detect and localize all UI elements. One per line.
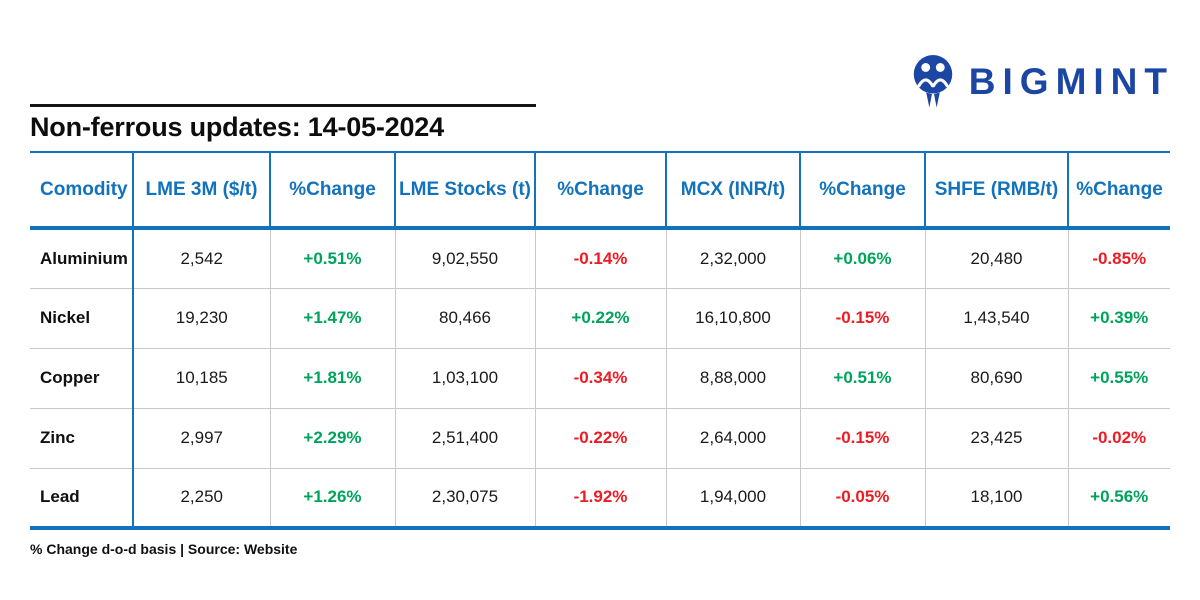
bigmint-logo-text: BIGMINT bbox=[968, 60, 1174, 102]
bigmint-logo: BIGMINT bbox=[907, 52, 1174, 110]
pct-change-cell: +0.22% bbox=[534, 287, 666, 348]
value-cell: 2,51,400 bbox=[394, 407, 535, 468]
value-cell: 80,466 bbox=[394, 287, 535, 348]
pct-change-cell: -1.92% bbox=[534, 467, 666, 530]
pct-change-cell: -0.22% bbox=[534, 407, 666, 468]
column-header-comodity: Comodity bbox=[30, 151, 133, 230]
value-cell: 16,10,800 bbox=[665, 287, 800, 348]
pct-change-cell: -0.02% bbox=[1067, 407, 1170, 468]
table-header: Comodity LME 3M ($/t) %Change LME Stocks (t… bbox=[30, 151, 1170, 230]
table-row: Nickel 19,230 +1.47% 80,466 +0.22% 16,10,800-… bbox=[30, 287, 1170, 348]
table-row: Zinc 2,997 +2.29% 2,51,400 -0.22% 2,64,000 -0.… bbox=[30, 407, 1170, 468]
column-header-shfe-rmb-t: SHFE (RMB/t) bbox=[924, 151, 1068, 230]
table-row: Copper 10,185 +1.81% 1,03,100 -0.34% 8,88,000… bbox=[30, 347, 1170, 408]
column-header-mcx-inr-t: MCX (INR/t) bbox=[665, 151, 800, 230]
pct-change-cell: +0.51% bbox=[269, 227, 395, 288]
value-cell: 1,43,540 bbox=[924, 287, 1068, 348]
pct-change-cell: -0.15% bbox=[799, 287, 925, 348]
column-header-change: %Change bbox=[1067, 151, 1170, 230]
column-header-lme-stocks-t: LME Stocks (t) bbox=[394, 151, 535, 230]
title-rule bbox=[30, 104, 536, 107]
value-cell: 20,480 bbox=[924, 227, 1068, 288]
value-cell: 9,02,550 bbox=[394, 227, 535, 288]
source-note: % Change d-o-d basis | Source: Website bbox=[30, 541, 298, 557]
pct-change-cell: +1.26% bbox=[269, 467, 395, 530]
value-cell: 10,185 bbox=[132, 347, 270, 408]
pct-change-cell: +0.55% bbox=[1067, 347, 1170, 408]
value-cell: 1,03,100 bbox=[394, 347, 535, 408]
value-cell: 1,94,000 bbox=[665, 467, 800, 530]
value-cell: 19,230 bbox=[132, 287, 270, 348]
page-title: Non-ferrous updates: 14-05-2024 bbox=[30, 112, 444, 142]
pct-change-cell: -0.34% bbox=[534, 347, 666, 408]
value-cell: 2,64,000 bbox=[665, 407, 800, 468]
pct-change-cell: +1.81% bbox=[269, 347, 395, 408]
pct-change-cell: -0.05% bbox=[799, 467, 925, 530]
metal-prices-table: Comodity LME 3M ($/t) %Change LME Stocks (t… bbox=[30, 151, 1170, 530]
value-cell: 2,250 bbox=[132, 467, 270, 530]
commodity-cell: Nickel bbox=[30, 287, 133, 348]
pct-change-cell: -0.14% bbox=[534, 227, 666, 288]
pct-change-cell: +1.47% bbox=[269, 287, 395, 348]
commodity-cell: Copper bbox=[30, 347, 133, 408]
column-header-change: %Change bbox=[799, 151, 925, 230]
table-row: Aluminium 2,542 +0.51% 9,02,550 -0.14% 2,32,0… bbox=[30, 227, 1170, 288]
value-cell: 8,88,000 bbox=[665, 347, 800, 408]
commodity-cell: Lead bbox=[30, 467, 133, 530]
value-cell: 2,542 bbox=[132, 227, 270, 288]
value-cell: 23,425 bbox=[924, 407, 1068, 468]
column-header-lme-3m-t: LME 3M ($/t) bbox=[132, 151, 270, 230]
value-cell: 2,32,000 bbox=[665, 227, 800, 288]
pct-change-cell: +0.39% bbox=[1067, 287, 1170, 348]
value-cell: 18,100 bbox=[924, 467, 1068, 530]
column-header-change: %Change bbox=[534, 151, 666, 230]
table-body: Aluminium 2,542 +0.51% 9,02,550 -0.14% 2,32,0… bbox=[30, 227, 1170, 530]
commodity-cell: Zinc bbox=[30, 407, 133, 468]
value-cell: 2,30,075 bbox=[394, 467, 535, 530]
value-cell: 2,997 bbox=[132, 407, 270, 468]
pct-change-cell: -0.15% bbox=[799, 407, 925, 468]
table-row: Lead 2,250 +1.26% 2,30,075 -1.92% 1,94,000 -0.… bbox=[30, 467, 1170, 530]
pct-change-cell: +0.56% bbox=[1067, 467, 1170, 530]
column-header-change: %Change bbox=[269, 151, 395, 230]
pct-change-cell: +2.29% bbox=[269, 407, 395, 468]
value-cell: 80,690 bbox=[924, 347, 1068, 408]
pct-change-cell: -0.85% bbox=[1067, 227, 1170, 288]
bigmint-logo-icon bbox=[907, 52, 959, 110]
pct-change-cell: +0.06% bbox=[799, 227, 925, 288]
commodity-cell: Aluminium bbox=[30, 227, 133, 288]
pct-change-cell: +0.51% bbox=[799, 347, 925, 408]
table-header-row: Comodity LME 3M ($/t) %Change LME Stocks (t… bbox=[30, 151, 1170, 230]
